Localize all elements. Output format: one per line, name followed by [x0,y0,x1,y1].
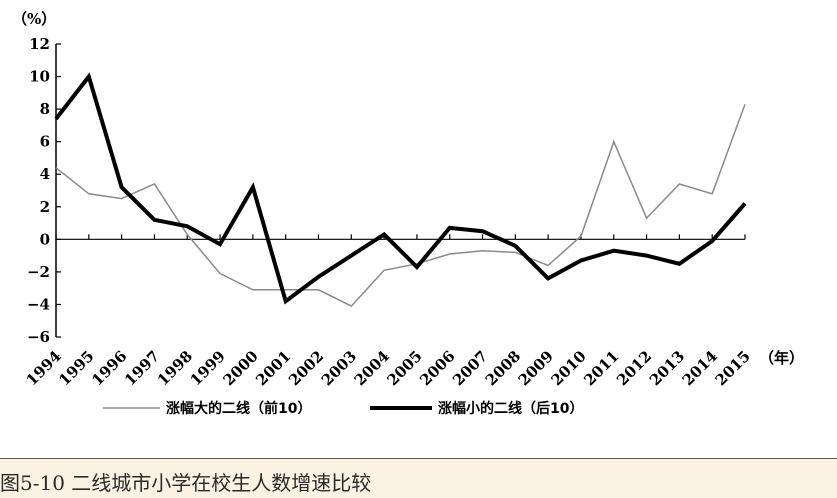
y-tick-label: −6 [27,328,50,346]
x-tick-label: 2009 [515,347,557,389]
y-tick-label: 6 [40,133,50,151]
x-tick-label: 1999 [187,347,229,389]
y-tick-label: 10 [29,68,50,86]
series-line-2 [54,72,747,305]
x-tick-label: 2012 [613,347,655,389]
x-tick-label: 1996 [88,347,130,389]
legend-label-series-1: 涨幅大的二线（前10） [166,400,311,417]
x-tick-label: 2002 [285,347,327,389]
figure-caption: 图5-10 二线城市小学在校生人数增速比较 [0,471,372,495]
x-tick-label: 2000 [219,347,261,389]
x-tick-label: 2003 [318,347,360,389]
y-tick-label: −2 [27,263,50,281]
x-tick-label: 1994 [23,347,65,389]
x-tick-label: 2005 [383,347,425,389]
x-axis-unit-label: （年） [759,349,804,367]
x-tick-label: 2013 [646,347,688,389]
y-tick-label: 12 [29,35,50,53]
x-tick-label: 2001 [252,347,294,389]
x-tick-label: 2010 [548,347,590,389]
caption-bar: 图5-10 二线城市小学在校生人数增速比较 [0,458,837,498]
x-tick-label: 1998 [154,347,196,389]
series-line-1 [55,103,746,308]
x-tick-label: 2004 [351,347,393,389]
x-tick-label: 2015 [712,347,754,389]
x-tick-label: 2008 [482,347,524,389]
x-tick-label: 2006 [416,347,458,389]
x-tick-label: 2007 [449,347,491,389]
y-tick-label: 2 [40,198,50,216]
line-chart: −6−4−20246810121994199519961997199819992… [12,10,804,417]
x-tick-label: 2011 [580,347,622,389]
y-tick-label: 4 [40,165,50,183]
legend: 涨幅大的二线（前10） 涨幅小的二线（后10） [103,400,583,417]
y-tick-label: 0 [40,230,50,248]
x-tick-label: 1995 [55,347,97,389]
x-tick-label: 1997 [121,347,163,389]
y-tick-label: −4 [27,295,50,313]
y-tick-label: 8 [40,100,50,118]
legend-label-series-2: 涨幅小的二线（后10） [438,400,583,417]
x-tick-label: 2014 [679,347,721,389]
y-axis-unit-label: （%） [12,10,56,28]
